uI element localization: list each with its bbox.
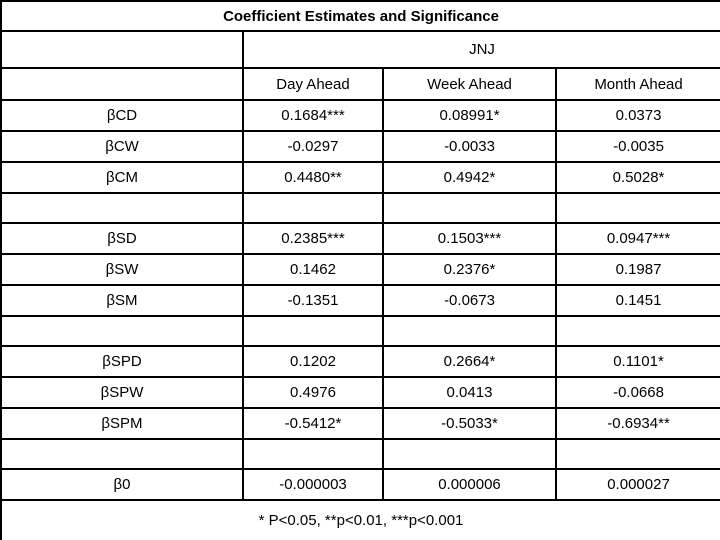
- cell-value: 0.0373: [554, 99, 720, 132]
- column-header-row: Day Ahead Week Ahead Month Ahead: [0, 67, 720, 101]
- group-header-jnj: JNJ: [241, 30, 720, 69]
- cell-value: 0.1684***: [242, 99, 384, 132]
- cell-value: 0.1202: [242, 345, 384, 378]
- table-row: βSD 0.2385*** 0.1503*** 0.0947***: [0, 222, 720, 255]
- row-label: βSPM: [0, 407, 244, 440]
- title-row: Coefficient Estimates and Significance: [0, 0, 720, 32]
- spacer-row: [0, 315, 720, 347]
- footnote-row: * P<0.05, **p<0.01, ***p<0.001: [0, 499, 720, 540]
- table-row: βSPW 0.4976 0.0413 -0.0668: [0, 376, 720, 409]
- cell-value: 0.1101*: [554, 345, 720, 378]
- cell-value: [382, 315, 557, 347]
- cell-value: [242, 315, 384, 347]
- cell-value: [382, 438, 557, 470]
- table-row: βSM -0.1351 -0.0673 0.1451: [0, 284, 720, 317]
- cell-value: [242, 192, 384, 224]
- row-label: βSPD: [0, 345, 244, 378]
- cell-value: [242, 438, 384, 470]
- cell-value: 0.2376*: [382, 253, 557, 286]
- col-header-day-ahead: Day Ahead: [242, 67, 384, 101]
- row-label: [0, 315, 244, 347]
- blank-corner-cell: [0, 30, 244, 69]
- row-label: βCM: [0, 161, 244, 194]
- row-label: β0: [0, 468, 244, 501]
- table-row: βCD 0.1684*** 0.08991* 0.0373: [0, 99, 720, 132]
- cell-value: 0.1462: [242, 253, 384, 286]
- table-row: βSPD 0.1202 0.2664* 0.1101*: [0, 345, 720, 378]
- cell-value: 0.0947***: [554, 222, 720, 255]
- cell-value: 0.0413: [382, 376, 557, 409]
- row-label: βCD: [0, 99, 244, 132]
- cell-value: -0.5033*: [382, 407, 557, 440]
- cell-value: 0.4480**: [242, 161, 384, 194]
- row-label: βSPW: [0, 376, 244, 409]
- cell-value: 0.2385***: [242, 222, 384, 255]
- cell-value: -0.0673: [382, 284, 557, 317]
- table-row: βSPM -0.5412* -0.5033* -0.6934**: [0, 407, 720, 440]
- cell-value: -0.0033: [382, 130, 557, 163]
- col-header-week-ahead: Week Ahead: [382, 67, 557, 101]
- table-row: βCW -0.0297 -0.0033 -0.0035: [0, 130, 720, 163]
- cell-value: [554, 438, 720, 470]
- table-row: βCM 0.4480** 0.4942* 0.5028*: [0, 161, 720, 194]
- cell-value: -0.000003: [242, 468, 384, 501]
- cell-value: 0.1451: [554, 284, 720, 317]
- row-label: [0, 438, 244, 470]
- spacer-row: [0, 438, 720, 470]
- row-label: βSD: [0, 222, 244, 255]
- row-label: βSM: [0, 284, 244, 317]
- group-header-row: JNJ: [0, 30, 720, 69]
- cell-value: -0.1351: [242, 284, 384, 317]
- cell-value: [382, 192, 557, 224]
- table-row: β0 -0.000003 0.000006 0.000027: [0, 468, 720, 501]
- cell-value: -0.0297: [242, 130, 384, 163]
- cell-value: -0.6934**: [554, 407, 720, 440]
- row-label: βSW: [0, 253, 244, 286]
- cell-value: -0.5412*: [242, 407, 384, 440]
- cell-value: 0.1503***: [382, 222, 557, 255]
- cell-value: [554, 192, 720, 224]
- col-header-month-ahead: Month Ahead: [554, 67, 720, 101]
- cell-value: 0.2664*: [382, 345, 557, 378]
- row-label: [0, 192, 244, 224]
- significance-note: * P<0.05, **p<0.01, ***p<0.001: [0, 499, 720, 540]
- cell-value: [554, 315, 720, 347]
- cell-value: 0.4942*: [382, 161, 557, 194]
- blank-corner-cell: [0, 67, 244, 101]
- cell-value: 0.08991*: [382, 99, 557, 132]
- cell-value: 0.5028*: [554, 161, 720, 194]
- table-title: Coefficient Estimates and Significance: [0, 0, 720, 32]
- cell-value: 0.000006: [382, 468, 557, 501]
- cell-value: -0.0668: [554, 376, 720, 409]
- table-row: βSW 0.1462 0.2376* 0.1987: [0, 253, 720, 286]
- row-label: βCW: [0, 130, 244, 163]
- cell-value: 0.000027: [554, 468, 720, 501]
- cell-value: -0.0035: [554, 130, 720, 163]
- cell-value: 0.4976: [242, 376, 384, 409]
- cell-value: 0.1987: [554, 253, 720, 286]
- spacer-row: [0, 192, 720, 224]
